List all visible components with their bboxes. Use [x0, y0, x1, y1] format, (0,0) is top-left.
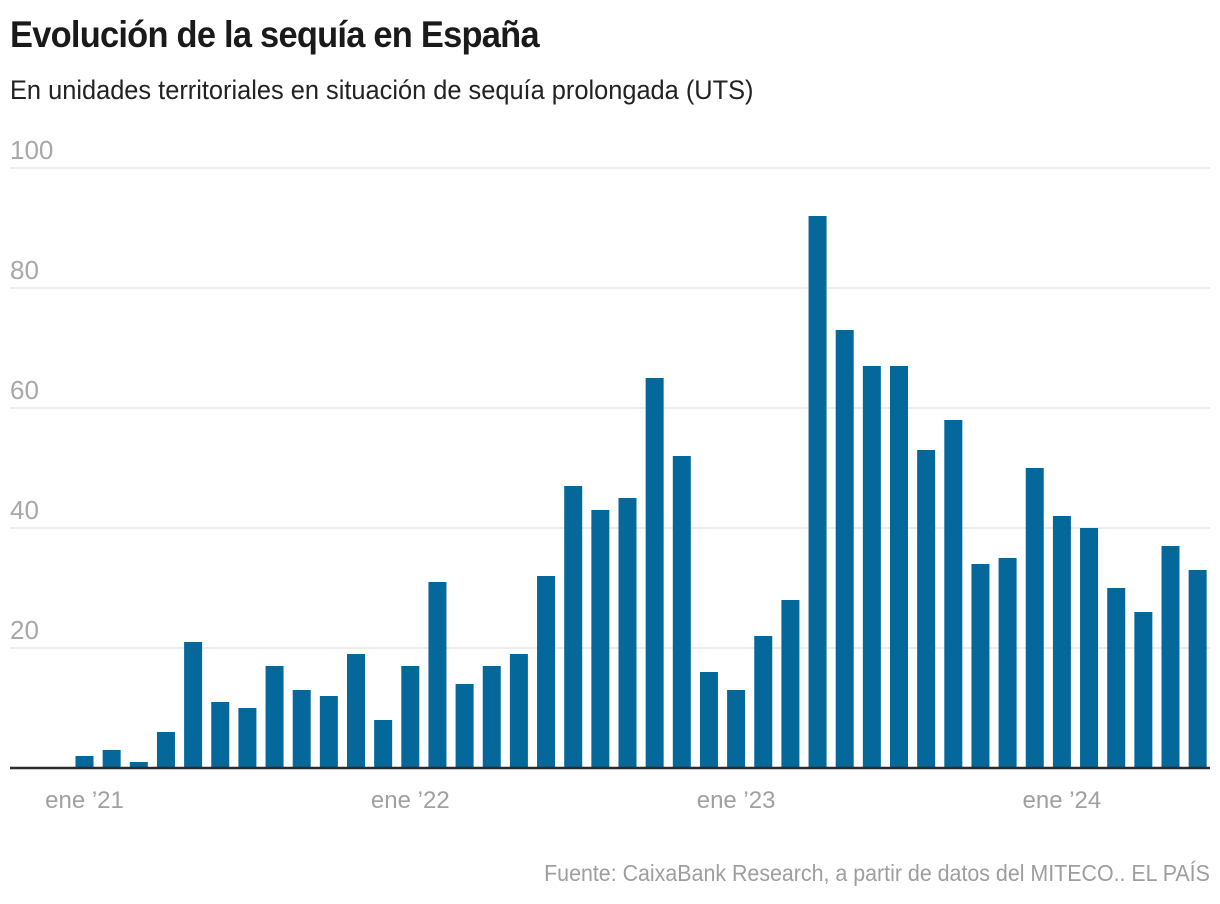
bar — [319, 696, 338, 768]
bar — [347, 654, 365, 768]
x-tick-label: ene ’24 — [1023, 787, 1102, 814]
chart-title: Evolución de la sequía en España — [10, 14, 540, 55]
bar — [1134, 612, 1153, 768]
bar — [102, 750, 121, 768]
source-note: Fuente: CaixaBank Research, a partir de … — [544, 860, 1210, 886]
y-tick-label: 100 — [10, 135, 53, 165]
bar — [374, 720, 393, 768]
bar — [482, 666, 501, 768]
bar — [890, 366, 908, 768]
bar — [591, 510, 610, 768]
bar — [1161, 546, 1180, 768]
bar — [292, 690, 311, 768]
bar — [862, 366, 881, 768]
bar — [645, 378, 664, 768]
bar — [727, 690, 746, 768]
x-tick-label: ene ’22 — [371, 787, 450, 814]
x-tick-label: ene ’21 — [45, 787, 124, 814]
x-tick-label: ene ’23 — [697, 787, 776, 814]
bar — [238, 708, 257, 768]
x-axis-ticks: ene ’21 ene ’22 ene ’23 ene ’24 — [45, 787, 1101, 814]
bar — [1107, 588, 1126, 768]
bar — [156, 732, 175, 768]
bar — [699, 672, 718, 768]
bar — [455, 684, 474, 768]
bar — [672, 456, 691, 768]
bar — [1188, 570, 1207, 768]
bar — [509, 654, 528, 768]
bar — [835, 330, 854, 768]
bar — [998, 558, 1017, 768]
bar — [971, 564, 990, 768]
bar — [917, 450, 936, 768]
y-tick-label: 80 — [10, 255, 39, 285]
bar — [401, 666, 420, 768]
bar — [754, 636, 773, 768]
bars — [75, 216, 1207, 768]
bar — [1052, 516, 1071, 768]
bar — [1025, 468, 1044, 768]
bar — [265, 666, 284, 768]
bar — [184, 642, 203, 768]
bar — [428, 582, 447, 768]
bar — [1080, 528, 1099, 768]
y-axis-ticks: 20 40 60 80 100 — [10, 135, 53, 645]
y-tick-label: 40 — [10, 495, 39, 525]
bar — [75, 756, 94, 768]
bar — [537, 576, 556, 768]
y-tick-label: 60 — [10, 375, 39, 405]
bar — [808, 216, 827, 768]
bar — [564, 486, 583, 768]
bar — [211, 702, 230, 768]
gridlines — [10, 167, 1210, 649]
bar — [781, 600, 800, 768]
bar — [129, 762, 148, 768]
y-tick-label: 20 — [10, 615, 39, 645]
bar — [944, 420, 963, 768]
chart-subtitle: En unidades territoriales en situación d… — [10, 75, 754, 105]
bar — [618, 498, 637, 768]
